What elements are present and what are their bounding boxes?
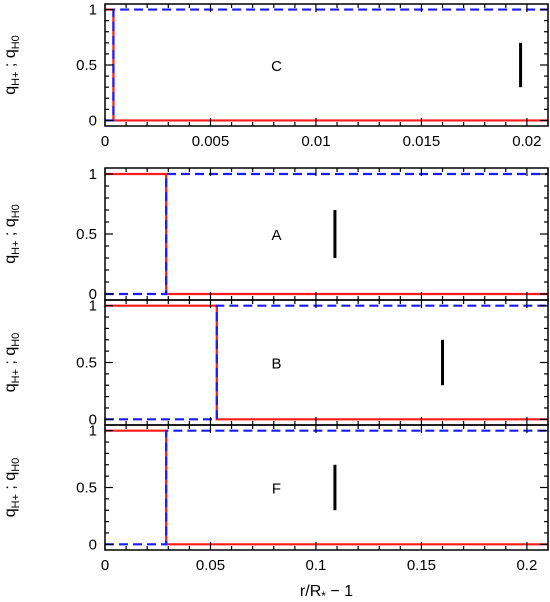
panel-label: F [272,481,281,498]
x-tick-label: 0.2 [516,557,537,574]
chart-panel-a: 0 0.5 1 qH+ ; qH0 A [2,166,549,303]
y-tick-label: 1 [89,298,97,315]
chart-panel-c: 0 0.5 1 0 0.005 0.01 0.015 0.02 qH+ ; qH0 C [2,2,549,150]
plot-frame [104,167,549,301]
series-line-dashed [105,304,548,421]
y-tick-label: 1 [89,166,97,183]
x-tick-label: 0.02 [512,133,541,150]
y-tick-label: 0 [89,286,97,303]
series-line-solid [105,429,548,546]
x-tick-label: 0.1 [306,557,327,574]
x-tick-label: 0.05 [196,557,225,574]
x-tick-label: 0.01 [301,133,330,150]
panel-label: A [271,227,281,244]
x-tick-label: 0 [101,557,109,574]
y-tick-label: 1 [89,423,97,440]
series-line-solid [105,172,548,296]
y-tick-label: 0.5 [76,57,97,74]
series-line-dashed [105,429,548,546]
plot-frame [104,3,549,127]
y-axis-label: qH+ ; qH0 [2,458,22,518]
y-axis-label: qH+ ; qH0 [2,333,22,393]
x-tick-label: 0.015 [403,133,441,150]
x-tick-label: 0.005 [192,133,230,150]
series-line-solid [105,8,548,122]
y-tick-label: 0.5 [76,480,97,497]
series-line-solid [105,304,548,421]
y-axis-label: qH+ ; qH0 [2,204,22,264]
plot-frame [104,424,549,551]
panel-label: C [271,58,282,75]
series-line-dashed [105,8,548,122]
x-tick-label: 0.15 [407,557,436,574]
y-tick-label: 0 [89,112,97,129]
y-tick-label: 0 [89,411,97,428]
panel-label: B [271,356,281,373]
plot-frame [104,299,549,426]
y-tick-label: 0.5 [76,355,97,372]
y-tick-label: 0.5 [76,226,97,243]
y-tick-label: 1 [89,2,97,19]
chart-panel-b: 0 0.5 1 qH+ ; qH0 B [2,298,549,428]
x-axis-label: r/R* − 1 [300,583,353,602]
y-tick-label: 0 [89,536,97,553]
chart-panel-f: 0 0.5 1 0 0.05 0.1 0.15 0.2 qH+ ; qH0 Fr/R* − 1 [2,423,549,602]
y-axis-label: qH+ ; qH0 [2,35,22,95]
series-line-dashed [105,172,548,296]
x-tick-label: 0 [101,133,109,150]
